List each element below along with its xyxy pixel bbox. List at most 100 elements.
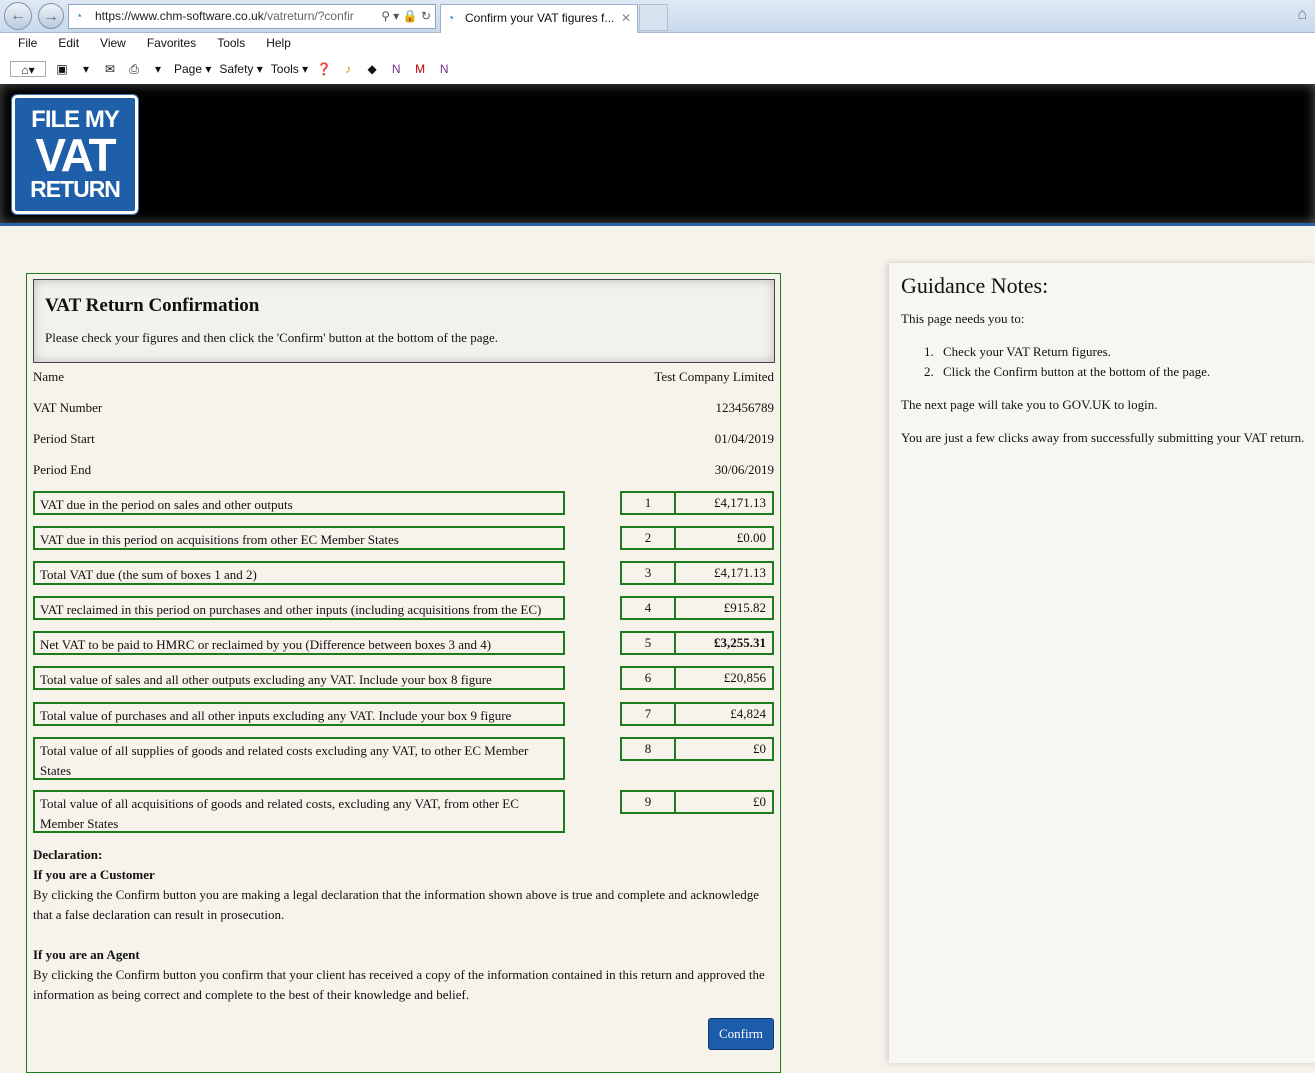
info-row: Period End 30/06/2019 [33,462,774,478]
url-path: /vatreturn/?confir [263,9,354,23]
box-value: £20,856 [674,666,774,690]
menu-file[interactable]: File [18,36,38,50]
addon-icon[interactable]: ◆ [367,62,377,76]
menu-help[interactable]: Help [266,36,291,50]
logo-line1: FILE MY [31,106,120,133]
page-subtitle: Please check your figures and then click… [45,330,499,345]
box-label: Total value of all supplies of goods and… [33,737,565,780]
menu-bar: File Edit View Favorites Tools Help [10,36,304,50]
box-number: 3 [620,561,676,585]
box-label: VAT due in this period on acquisitions f… [33,526,565,550]
box-value: £4,824 [674,702,774,726]
box-number: 6 [620,666,676,690]
guidance-step: Click the Confirm button at the bottom o… [937,362,1307,382]
research-icon[interactable]: ♪ [345,62,352,76]
tools-menu[interactable]: Tools ▾ [270,62,309,76]
menu-tools[interactable]: Tools [217,36,246,50]
onenote-icon[interactable]: N [391,62,401,76]
logo-line2: VAT [35,129,116,181]
browser-tab[interactable]: ◔ Confirm your VAT figures f... ✕ [440,4,638,33]
box-value: £0 [674,737,774,761]
box-number: 7 [620,702,676,726]
site-icon: ◔ [75,9,83,23]
url-host: https://www.chm-software.co.uk [95,9,264,23]
info-label: Name [33,369,65,384]
box-value: £915.82 [674,596,774,620]
box-label: Net VAT to be paid to HMRC or reclaimed … [33,631,565,655]
box-number: 1 [620,491,676,515]
guidance-intro: This page needs you to: [901,311,1025,326]
guidance-panel: Guidance Notes: This page needs you to: … [889,263,1315,1063]
forward-button[interactable]: → [38,3,64,29]
menu-favorites[interactable]: Favorites [146,36,197,50]
box-value: £0 [674,790,774,814]
mail-icon[interactable]: ✉ [104,62,116,76]
info-row: Period Start 01/04/2019 [33,431,774,447]
box-number: 9 [620,790,676,814]
customer-text: By clicking the Confirm button you are m… [33,887,759,922]
agent-heading: If you are an Agent [33,947,140,962]
guidance-step: Check your VAT Return figures. [937,342,1307,362]
command-bar: ⌂▾ ▣ ▾ ✉ ⎙ ▾ Page ▾ Safety ▾ Tools ▾ ❓ ♪ ◆… [10,58,452,80]
customer-heading: If you are a Customer [33,867,155,882]
box-label: Total VAT due (the sum of boxes 1 and 2) [33,561,565,585]
box-label: VAT due in the period on sales and other… [33,491,565,515]
declaration: Declaration: If you are a Customer By cl… [33,845,778,1005]
box-label: Total value of all acquisitions of goods… [33,790,565,833]
guidance-title: Guidance Notes: [901,273,1049,298]
declaration-heading: Declaration: [33,847,103,862]
menu-view[interactable]: View [100,36,126,50]
box-label: Total value of purchases and all other i… [33,702,565,726]
guidance-next: The next page will take you to GOV.UK to… [901,397,1158,412]
agent-text: By clicking the Confirm button you confi… [33,967,765,1002]
info-value: Test Company Limited [654,369,774,384]
chevron-down-icon[interactable]: ▾ [82,62,90,76]
box-label: Total value of sales and all other outpu… [33,666,565,690]
home-icon[interactable]: ⌂▾ [10,61,46,77]
info-label: VAT Number [33,400,103,415]
guidance-closing: You are just a few clicks away from succ… [901,430,1305,445]
print-icon[interactable]: ⎙ [129,62,139,76]
info-label: Period End [33,462,92,477]
close-tab-icon[interactable]: ✕ [620,11,631,25]
box-number: 4 [620,596,676,620]
safety-menu[interactable]: Safety ▾ [219,62,263,76]
page-menu[interactable]: Page ▾ [174,62,212,76]
info-row: VAT Number 123456789 [33,400,774,416]
guidance-steps: Check your VAT Return figures. Click the… [937,342,1307,382]
info-value: 01/04/2019 [714,431,774,446]
tab-icon: ◔ [447,11,455,25]
chevron-down-icon[interactable]: ▾ [154,62,162,76]
box-number: 8 [620,737,676,761]
box-value: £3,255.31 [674,631,774,655]
browser-chrome: ← → ◔ https://www.chm-software.co.uk/vatr… [0,0,1315,84]
back-button[interactable]: ← [4,2,32,30]
file-my-vat-return-logo[interactable]: FILE MY VAT RETURN [11,94,139,215]
info-value: 123456789 [715,400,775,415]
help-icon[interactable]: ❓ [316,62,332,76]
new-tab-button[interactable] [639,4,668,31]
browser-topbar: ← → ◔ https://www.chm-software.co.uk/vatr… [0,0,1315,33]
rss-icon[interactable]: ▣ [56,62,68,76]
box-value: £0.00 [674,526,774,550]
tab-title: Confirm your VAT figures f... [465,11,615,25]
info-label: Period Start [33,431,95,446]
home-icon[interactable]: ⌂ [1297,6,1307,23]
info-value: 30/06/2019 [714,462,774,477]
box-number: 5 [620,631,676,655]
confirmation-header: VAT Return Confirmation Please check you… [33,279,775,363]
box-number: 2 [620,526,676,550]
logo-line3: RETURN [30,176,121,202]
address-bar[interactable]: ◔ https://www.chm-software.co.uk/vatretur… [68,4,436,29]
menu-edit[interactable]: Edit [58,36,80,50]
page-title: VAT Return Confirmation [45,295,260,316]
address-tools[interactable]: ⚲ ▾ 🔒 ↻ [377,5,431,28]
box-label: VAT reclaimed in this period on purchase… [33,596,565,620]
confirm-button[interactable]: Confirm [708,1018,774,1050]
site-header: FILE MY VAT RETURN [0,84,1315,226]
box-value: £4,171.13 [674,491,774,515]
onenote-linked-icon[interactable]: N [439,62,449,76]
mcafee-icon[interactable]: M [415,62,426,76]
box-value: £4,171.13 [674,561,774,585]
info-row: Name Test Company Limited [33,369,774,385]
